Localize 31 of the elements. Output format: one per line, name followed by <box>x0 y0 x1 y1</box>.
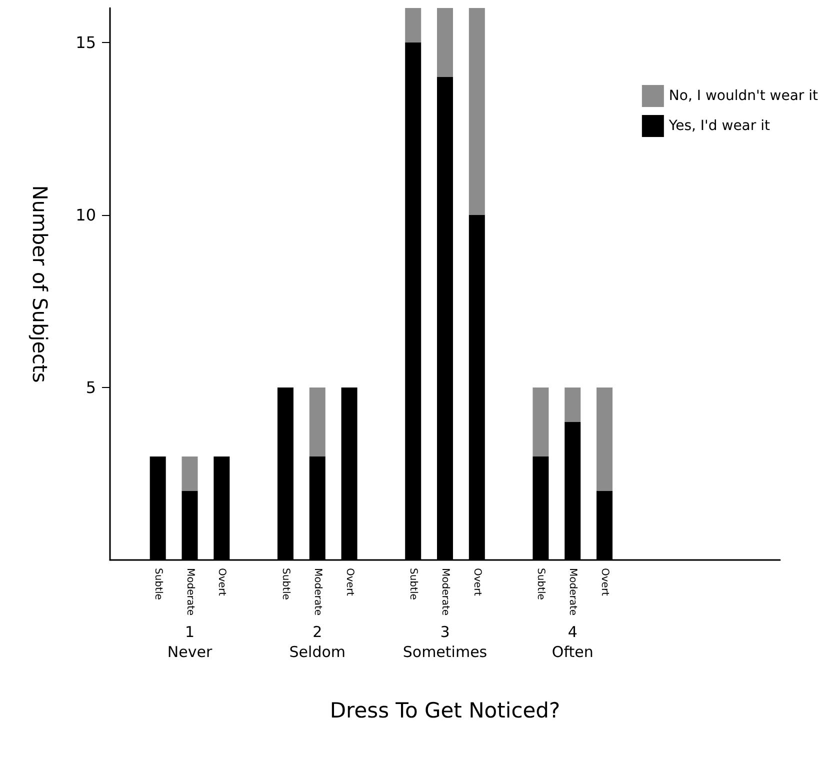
text: 4 Often <box>552 623 594 661</box>
bar <box>437 8 453 77</box>
x-tick-label: Overt <box>344 568 355 596</box>
x-tick-label: Moderate <box>312 568 323 616</box>
y-axis-title: Number of Subjects <box>28 185 52 383</box>
bar <box>532 388 549 456</box>
x-tick-label: Subtle <box>408 568 419 600</box>
bar <box>405 8 422 42</box>
bar <box>564 388 581 422</box>
x-tick-label: Overt <box>471 568 482 596</box>
legend-label: No, I wouldn't wear it <box>668 88 819 104</box>
x-tick-label: Moderate <box>567 568 578 616</box>
y-tick-label: 5 <box>86 378 96 397</box>
x-tick-label: Subtle <box>280 568 291 600</box>
x-tick-label: Subtle <box>535 568 546 600</box>
bar <box>596 388 613 491</box>
y-tick-label: 15 <box>76 33 96 52</box>
legend-label: Yes, I'd wear it <box>668 118 770 134</box>
x-tick-label: Overt <box>599 568 610 596</box>
x-tick-label: Overt <box>216 568 228 596</box>
bar <box>468 8 485 215</box>
text: 3 Sometimes <box>402 623 488 661</box>
x-tick-label: Moderate <box>184 568 196 616</box>
text: 1 Never <box>167 623 213 661</box>
bar <box>182 456 198 491</box>
x-axis-title: Dress To Get Noticed? <box>330 698 560 722</box>
text: 2 Seldom <box>289 623 346 661</box>
x-tick-label: Moderate <box>440 568 450 616</box>
bar <box>309 388 326 456</box>
x-tick-label: Subtle <box>152 568 164 600</box>
y-tick-label: 10 <box>76 206 96 224</box>
